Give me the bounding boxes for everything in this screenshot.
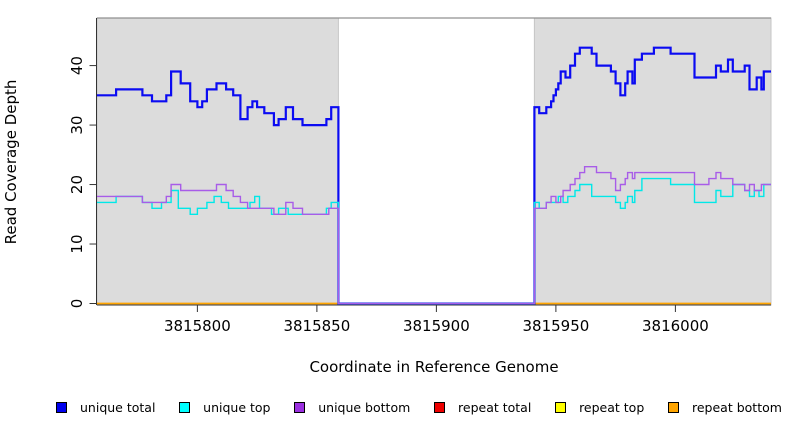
legend-label: unique bottom — [318, 400, 411, 415]
x-axis-title: Coordinate in Reference Genome — [309, 358, 559, 376]
series-unique-total — [97, 46, 771, 305]
y-tick-label: 40 — [68, 56, 86, 75]
legend-item-unique-top: unique top — [179, 400, 270, 415]
legend-swatch-unique-bottom — [294, 402, 306, 413]
covered-region — [96, 17, 339, 306]
legend-item-unique-total: unique total — [56, 400, 155, 415]
x-tick-label: 3816000 — [642, 317, 709, 335]
legend-swatch-unique-top — [179, 402, 191, 413]
legend-item-repeat-bottom: repeat bottom — [668, 400, 782, 415]
legend-label: unique total — [80, 400, 156, 415]
y-tick-label: 20 — [68, 175, 86, 194]
legend: unique total unique top unique bottom repea… — [56, 400, 782, 415]
legend-swatch-repeat-top — [555, 402, 567, 413]
legend-item-repeat-total: repeat total — [434, 400, 531, 415]
x-tick-label: 3815800 — [164, 317, 231, 335]
y-tick-label: 0 — [68, 299, 86, 309]
legend-item-unique-bottom: unique bottom — [294, 400, 410, 415]
series-unique-bottom — [97, 166, 771, 305]
x-tick-label: 3815950 — [522, 317, 589, 335]
legend-label: unique top — [203, 400, 271, 415]
legend-label: repeat bottom — [692, 400, 782, 415]
y-axis-title: Read Coverage Depth — [2, 79, 20, 245]
y-tick-label: 10 — [68, 234, 86, 253]
legend-swatch-unique-total — [56, 402, 67, 413]
legend-item-repeat-top: repeat top — [555, 400, 644, 415]
legend-swatch-repeat-total — [434, 402, 446, 413]
x-tick-label: 3815900 — [403, 317, 470, 335]
legend-label: repeat total — [458, 400, 532, 415]
x-tick-label: 3815850 — [283, 317, 350, 335]
y-tick-label: 30 — [68, 116, 86, 135]
covered-region — [533, 17, 772, 306]
legend-swatch-repeat-bottom — [668, 402, 679, 413]
legend-label: repeat top — [579, 400, 645, 415]
